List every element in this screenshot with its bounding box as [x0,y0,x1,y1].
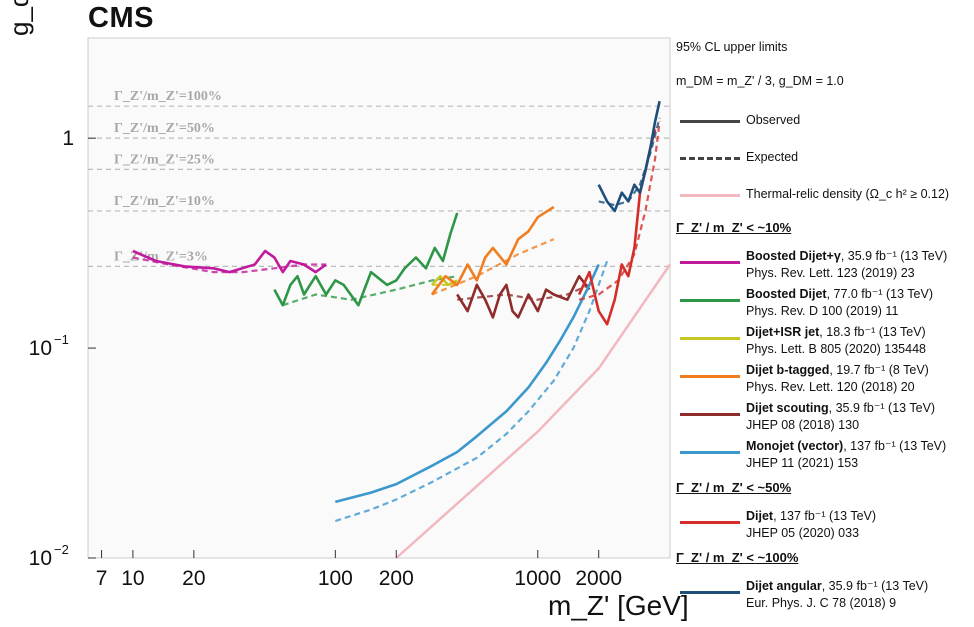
x-tick-label-3: 100 [318,567,353,590]
legend-expected-label: Expected [746,150,799,164]
legend-cl-text: 95% CL upper limits [676,40,788,54]
legend-observed-swatch [680,120,740,123]
legend-swatch-0-1 [680,299,740,302]
x-tick-label-1: 10 [121,567,144,590]
width-line-label-1: Γ_Z'/m_Z'=50% [114,121,215,136]
legend-entry-details-0-0: , 35.9 fb⁻¹ (13 TeV) [840,249,948,263]
thermal-relic-line [395,263,672,559]
legend-entry-details-0-2: , 18.3 fb⁻¹ (13 TeV) [819,325,926,339]
legend-entry-title-2-0: Dijet angular, 35.9 fb⁻¹ (13 TeV) [746,578,928,593]
legend-entry-name-0-3: Dijet b-tagged [746,363,830,377]
legend-entry-name-0-5: Monojet (vector) [746,439,844,453]
x-tick-group: 7 10 20 100 200 1000 2000 [96,550,622,590]
y-tick-label-1: 10 [29,337,52,360]
series-observed-7 [597,100,661,213]
thermal-relic-group [395,263,672,559]
legend-entry-ref-0-3: Phys. Rev. Lett. 120 (2018) 20 [746,380,915,394]
legend-swatch-2-0 [680,591,740,594]
series-expected-3 [431,238,555,296]
legend-swatch-0-5 [680,451,740,454]
x-tick-label-4: 200 [379,567,414,590]
series-expected-5 [334,260,609,523]
series-observed-1 [273,212,459,307]
legend-swatch-0-3 [680,375,740,378]
series-observed-3 [430,205,555,296]
y-tick-label-2: 1 [62,127,74,150]
series-observed-4 [456,274,591,319]
legend-group-heading-0: Γ_Z' / m_Z' < ~10% [676,220,792,235]
x-axis-label: m_Z' [GeV] [548,590,689,621]
legend-entry-details-0-4: , 35.9 fb⁻¹ (13 TeV) [828,401,936,415]
y-tick-exp-0: −2 [54,542,69,557]
x-tick-label-5: 1000 [514,567,561,590]
series-observed-5 [334,263,600,504]
width-lines-group: Γ_Z'/m_Z'=100% Γ_Z'/m_Z'=50% Γ_Z'/m_Z'=25%… [88,89,670,267]
legend-entry-title-0-4: Dijet scouting, 35.9 fb⁻¹ (13 TeV) [746,400,935,415]
series-group [132,100,661,523]
legend-entry-title-0-2: Dijet+ISR jet, 18.3 fb⁻¹ (13 TeV) [746,324,926,339]
series-expected-1 [282,275,458,307]
series-expected-4 [457,283,590,301]
legend-entry-details-0-1: , 77.0 fb⁻¹ (13 TeV) [826,287,933,301]
legend-entry-ref-0-5: JHEP 11 (2021) 153 [746,456,859,470]
legend-group-heading-2: Γ_Z' / m_Z' < ~100% [676,550,799,565]
legend-entry-ref-1-0: JHEP 05 (2020) 033 [746,526,860,540]
plot-frame [87,37,671,559]
series-expected-6 [578,121,661,301]
legend-thermal-label: Thermal-relic density (Ω_c h² ≥ 0.12) [746,187,950,201]
legend-entry-title-0-1: Boosted Dijet, 77.0 fb⁻¹ (13 TeV) [746,286,933,301]
legend-entry-name-0-0: Boosted Dijet+γ [746,249,841,263]
legend-entry-title-0-3: Dijet b-tagged, 19.7 fb⁻¹ (8 TeV) [746,362,929,377]
x-tick-label-2: 20 [182,567,205,590]
y-tick-group: 10 −210 −11 [29,127,96,570]
series-expected-7 [598,117,661,207]
legend-entry-title-0-0: Boosted Dijet+γ, 35.9 fb⁻¹ (13 TeV) [746,248,947,263]
legend-mdm-text: m_DM = m_Z' / 3, g_DM = 1.0 [676,74,844,88]
legend-observed-label: Observed [746,113,801,127]
x-tick-label-0: 7 [96,567,108,590]
legend-expected-swatch [680,157,740,160]
legend-entry-ref-0-1: Phys. Rev. D 100 (2019) 11 [746,304,899,318]
legend-entry-ref-0-0: Phys. Rev. Lett. 123 (2019) 23 [746,266,915,280]
width-line-label-0: Γ_Z'/m_Z'=100% [114,89,222,104]
y-tick-label-0: 10 [29,547,52,570]
legend-entry-details-0-3: , 19.7 fb⁻¹ (8 TeV) [829,363,929,377]
y-tick-exp-1: −1 [54,332,69,347]
legend-entry-title-1-0: Dijet, 137 fb⁻¹ (13 TeV) [746,508,876,523]
legend-entry-ref-2-0: Eur. Phys. J. C 78 (2018) 9 [746,596,897,610]
legend-swatch-0-0 [680,261,740,264]
legend-swatch-0-4 [680,413,740,416]
legend-thermal-swatch [680,194,740,197]
legend-group-heading-1: Γ_Z' / m_Z' < ~50% [676,480,792,495]
legend-swatch-0-2 [680,337,740,340]
x-tick-label-6: 2000 [575,567,622,590]
legend: 95% CL upper limits m_DM = m_Z' / 3, g_D… [676,30,972,627]
width-line-label-2: Γ_Z'/m_Z'=25% [114,152,215,167]
legend-entry-name-1-0: Dijet [746,509,774,523]
legend-entry-ref-0-2: Phys. Lett. B 805 (2020) 135448 [746,342,926,356]
legend-entry-name-0-1: Boosted Dijet [746,287,827,301]
experiment-label: CMS [88,2,154,34]
legend-entry-title-0-5: Monojet (vector), 137 fb⁻¹ (13 TeV) [746,438,946,453]
legend-entry-details-1-0: , 137 fb⁻¹ (13 TeV) [773,509,877,523]
legend-swatch-1-0 [680,521,740,524]
legend-entry-details-2-0: , 35.9 fb⁻¹ (13 TeV) [821,579,929,593]
legend-entry-name-2-0: Dijet angular [746,579,822,593]
width-line-label-3: Γ_Z'/m_Z'=10% [114,194,215,209]
legend-entry-ref-0-4: JHEP 08 (2018) 130 [746,418,860,432]
legend-entry-name-0-2: Dijet+ISR jet [746,325,820,339]
legend-entry-details-0-5: , 137 fb⁻¹ (13 TeV) [843,439,947,453]
series-observed-0 [132,249,327,274]
legend-entry-name-0-4: Dijet scouting [746,401,829,415]
